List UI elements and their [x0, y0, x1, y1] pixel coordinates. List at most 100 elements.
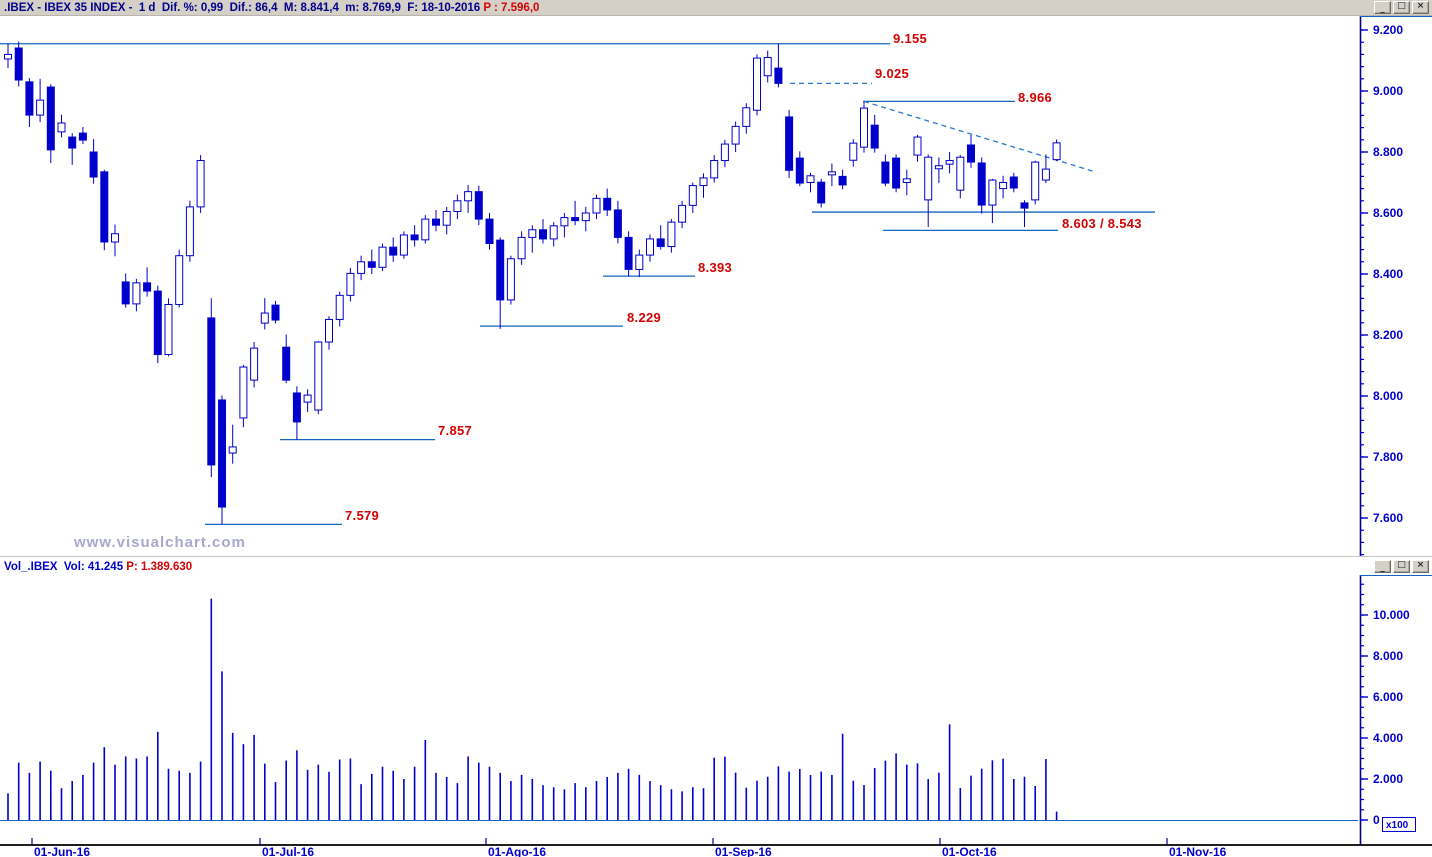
price-axis-label: 8.600: [1373, 206, 1403, 220]
candle-up: [945, 160, 954, 165]
volume-pane-header: Vol_.IBEX Vol: 41.245 P: 1.389.630: [0, 557, 1432, 575]
candle-down: [100, 171, 109, 243]
candle-down: [207, 317, 216, 466]
candle-down: [967, 144, 975, 163]
close-icon[interactable]: ×: [1412, 1, 1429, 14]
candle-up: [806, 175, 815, 183]
candle-down: [153, 290, 162, 356]
candle-up: [720, 143, 729, 162]
candle-up: [185, 206, 194, 257]
minimize-icon[interactable]: _: [1374, 1, 1391, 14]
pane-separator: [0, 556, 1432, 557]
price-pane-titlebar: .IBEX - IBEX 35 INDEX - 1 d Dif. %: 0,99…: [0, 0, 1432, 16]
candle-up: [646, 238, 654, 256]
candle-up: [710, 160, 719, 179]
candle-down: [389, 246, 398, 256]
candle-up: [699, 177, 708, 187]
candle-down: [881, 161, 890, 184]
candle-up: [239, 366, 248, 419]
price-level-label: 9.025: [875, 66, 909, 81]
price-axis-label: 8.800: [1373, 145, 1403, 159]
price-level-label: 8.229: [627, 310, 661, 325]
candle-up: [753, 57, 761, 111]
candle-down: [367, 261, 376, 268]
price-level-label: 7.857: [438, 423, 472, 438]
price-axis-label: 7.600: [1373, 511, 1403, 525]
candle-up: [260, 312, 269, 324]
minimize-icon[interactable]: _: [1374, 560, 1391, 573]
candle-up: [175, 255, 184, 305]
candle-down: [282, 346, 291, 381]
candle-down: [613, 209, 622, 238]
time-axis-label: 01-Jul-16: [262, 845, 314, 857]
candle-up: [1052, 142, 1061, 161]
volume-axis-label: 10.000: [1373, 608, 1410, 622]
candle-down: [143, 282, 152, 292]
price-level-label: 7.579: [345, 508, 379, 523]
candle-down: [432, 218, 440, 226]
candle-down: [795, 157, 804, 184]
candle-down: [474, 191, 483, 220]
visualchart-watermark: www.visualchart.com: [74, 534, 246, 551]
volume-axis-label: 2.000: [1373, 772, 1403, 786]
candle-up: [999, 182, 1008, 190]
price-level-label: 9.155: [893, 31, 927, 46]
candle-down: [571, 217, 580, 222]
candle-up: [250, 347, 259, 381]
candle-up: [464, 191, 473, 202]
time-axis-label: 01-Jun-16: [34, 845, 90, 857]
candle-up: [528, 229, 537, 238]
candle-up: [421, 218, 430, 241]
volume-pane-window-controls: _ □ ×: [1374, 560, 1429, 573]
candle-up: [988, 179, 997, 206]
candle-up: [678, 204, 687, 223]
candle-down: [817, 181, 826, 204]
candle-down: [496, 239, 505, 301]
candle-up: [303, 394, 312, 403]
chart-title-price: P : 7.596,0: [483, 1, 540, 14]
time-axis-label: 01-Oct-16: [942, 845, 997, 857]
candle-up: [1041, 168, 1050, 181]
maximize-icon[interactable]: □: [1393, 560, 1410, 573]
price-axis-label: 9.000: [1373, 84, 1403, 98]
candle-down: [218, 399, 226, 508]
candle-up: [57, 122, 66, 133]
price-axis-label: 8.200: [1373, 328, 1403, 342]
candle-down: [485, 218, 494, 245]
chart-title: .IBEX - IBEX 35 INDEX - 1 d Dif. %: 0,99…: [4, 1, 484, 14]
candle-down: [1009, 176, 1018, 189]
price-level-label: 8.966: [1018, 90, 1052, 105]
candle-up: [36, 99, 45, 116]
candle-down: [271, 304, 280, 321]
candle-down: [624, 236, 633, 270]
candle-up: [132, 282, 141, 305]
volume-axis-label: 6.000: [1373, 690, 1403, 704]
candle-down: [1020, 202, 1029, 209]
candle-up: [849, 142, 858, 161]
candle-up: [827, 171, 836, 176]
candle-up: [346, 272, 355, 296]
candle-down: [838, 175, 847, 186]
candle-up: [742, 107, 751, 127]
candle-up: [378, 246, 387, 268]
candle-down: [14, 47, 23, 81]
candle-up: [902, 178, 911, 183]
volume-unit-box: [1382, 817, 1416, 832]
candle-up: [924, 156, 933, 201]
candle-down: [121, 281, 130, 305]
candle-down: [410, 234, 419, 241]
candle-up: [111, 233, 119, 243]
candle-up: [560, 217, 569, 227]
candle-down: [870, 124, 879, 149]
candle-up: [913, 136, 922, 156]
candle-up: [934, 165, 943, 170]
candle-up: [506, 258, 515, 301]
candle-down: [68, 136, 77, 149]
candle-up: [592, 197, 601, 214]
candle-down: [977, 162, 986, 206]
candle-up: [228, 446, 237, 454]
maximize-icon[interactable]: □: [1393, 1, 1410, 14]
close-icon[interactable]: ×: [1412, 560, 1429, 573]
